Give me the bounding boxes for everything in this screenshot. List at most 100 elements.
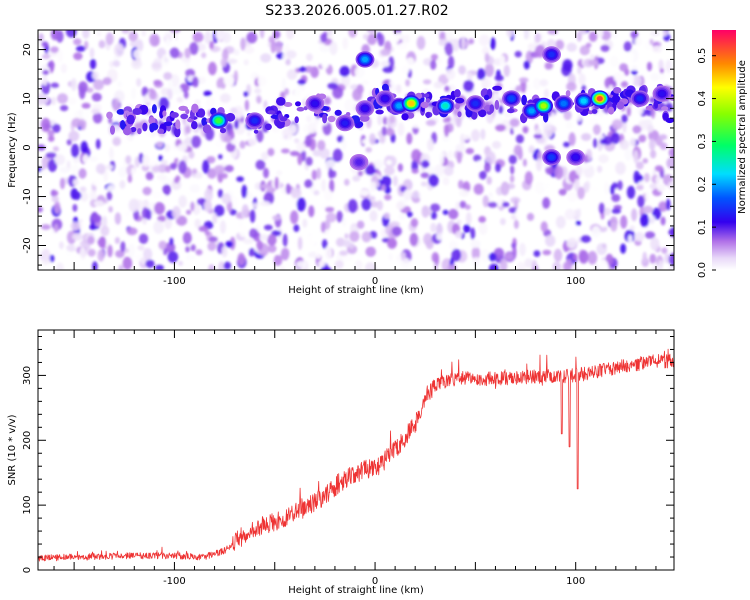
noise-blob	[633, 150, 639, 164]
noise-blob	[329, 179, 335, 193]
track-blob	[267, 110, 276, 115]
noise-blob	[577, 186, 585, 200]
noise-blob	[513, 219, 519, 229]
noise-blob	[130, 87, 137, 100]
noise-blob	[383, 212, 391, 219]
noise-blob	[230, 107, 238, 114]
track-blob	[142, 122, 148, 132]
noise-blob	[459, 200, 467, 209]
noise-blob	[448, 208, 459, 220]
noise-blob	[319, 44, 330, 53]
noise-blob	[226, 58, 238, 64]
noise-blob	[488, 263, 499, 270]
noise-blob	[422, 79, 432, 85]
x-tick-label: -100	[163, 276, 186, 287]
noise-blob	[397, 163, 403, 172]
noise-blob	[611, 119, 623, 130]
noise-blob	[217, 189, 223, 198]
noise-blob	[430, 59, 437, 70]
noise-blob	[319, 148, 330, 159]
snr-panel: -100 0 100 0 100 200 300 Height of straight li…	[7, 329, 675, 596]
noise-blob	[513, 144, 523, 156]
noise-blob	[233, 70, 238, 83]
noise-blob	[426, 166, 436, 174]
noise-blob	[646, 61, 653, 72]
noise-blob	[241, 204, 249, 218]
noise-blob	[509, 165, 515, 175]
noise-blob	[387, 237, 397, 249]
noise-blob	[542, 197, 551, 209]
track-blob	[126, 114, 135, 125]
noise-blob	[341, 138, 347, 151]
noise-blob	[369, 210, 378, 222]
noise-blob	[666, 198, 671, 211]
noise-blob	[495, 163, 501, 173]
noise-blob	[169, 47, 180, 59]
noise-blob	[354, 66, 365, 79]
noise-blob	[47, 135, 55, 142]
noise-blob	[98, 236, 107, 248]
noise-blob	[214, 204, 225, 217]
noise-blob	[204, 188, 214, 202]
noise-blob	[463, 41, 470, 47]
noise-blob	[650, 237, 660, 251]
noise-blob	[321, 239, 328, 250]
noise-blob	[403, 189, 412, 201]
noise-blob	[425, 239, 434, 250]
noise-blob	[361, 231, 372, 243]
noise-blob	[427, 138, 434, 152]
noise-blob	[649, 253, 657, 264]
noise-blob	[420, 181, 427, 187]
noise-blob	[342, 37, 349, 50]
track-blob	[425, 98, 431, 103]
noise-blob	[621, 114, 628, 123]
noise-blob	[78, 81, 88, 94]
signal-peak	[574, 92, 594, 110]
track-blob	[110, 125, 115, 135]
noise-blob	[542, 249, 552, 256]
noise-blob	[127, 243, 136, 258]
track-blob	[120, 120, 126, 130]
track-blob	[197, 108, 206, 118]
x-tick-label: 0	[372, 576, 378, 587]
noise-blob	[192, 32, 204, 43]
noise-blob	[598, 259, 609, 270]
noise-blob	[239, 140, 246, 149]
track-blob	[616, 101, 625, 110]
track-blob	[132, 108, 143, 115]
noise-blob	[313, 190, 320, 196]
noise-blob	[624, 148, 633, 161]
noise-blob	[430, 211, 437, 220]
track-blob	[425, 112, 431, 119]
noise-blob	[516, 261, 526, 270]
noise-blob	[487, 201, 498, 208]
noise-blob	[112, 98, 120, 112]
noise-blob	[570, 90, 577, 97]
noise-blob	[382, 66, 394, 73]
track-blob	[327, 115, 336, 123]
noise-blob	[428, 174, 439, 187]
noise-blob	[257, 75, 267, 87]
noise-blob	[633, 170, 640, 184]
noise-blob	[152, 165, 161, 173]
noise-blob	[659, 68, 665, 74]
noise-blob	[504, 168, 510, 181]
noise-blob	[519, 242, 526, 257]
noise-blob	[416, 36, 426, 50]
noise-blob	[600, 44, 610, 52]
colorbar-tick-label: 0.4	[697, 91, 708, 107]
peak-contour	[548, 154, 555, 160]
noise-blob	[296, 260, 307, 269]
noise-blob	[535, 158, 543, 172]
noise-blob	[169, 30, 181, 34]
noise-blob	[612, 182, 618, 189]
track-blob	[283, 102, 293, 107]
noise-blob	[591, 226, 601, 238]
noise-blob	[629, 137, 636, 147]
noise-blob	[42, 69, 49, 76]
noise-blob	[329, 41, 338, 56]
noise-blob	[456, 150, 462, 164]
noise-blob	[171, 86, 183, 95]
